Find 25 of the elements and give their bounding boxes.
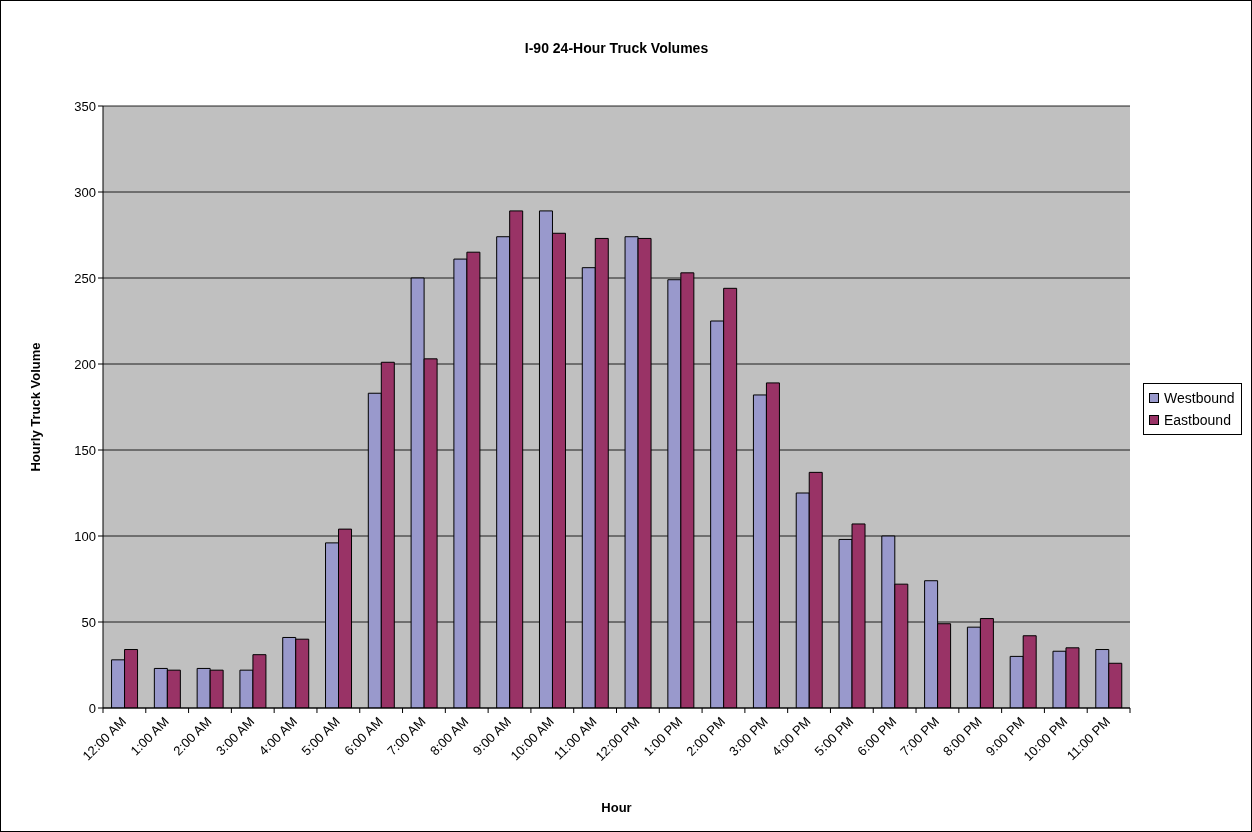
y-tick-label: 0: [88, 700, 96, 716]
y-axis-title: Hourly Truck Volume: [28, 341, 44, 474]
x-tick-label: 4:00 AM: [255, 713, 301, 759]
legend-label: Eastbound: [1164, 412, 1231, 428]
x-tick-label: 7:00 PM: [897, 713, 942, 759]
y-tick-label: 250: [74, 270, 96, 286]
x-tick-label: 1:00 PM: [640, 713, 686, 759]
x-tick-label: 5:00 PM: [811, 713, 857, 759]
x-tick-label: 6:00 PM: [854, 713, 900, 759]
y-tick-label: 100: [74, 528, 96, 544]
y-tick-label: 50: [81, 614, 96, 630]
x-tick-label: 7:00 AM: [384, 713, 429, 759]
x-axis-title: Hour: [600, 800, 633, 815]
x-tick-label: 8:00 AM: [426, 713, 472, 759]
y-tick-label: 350: [74, 98, 96, 114]
x-tick-label: 3:00 AM: [212, 713, 258, 759]
x-tick-label: 5:00 AM: [298, 713, 343, 759]
chart-title: I-90 24-Hour Truck Volumes: [523, 40, 710, 56]
y-tick-label: 200: [74, 356, 96, 372]
x-tick-label: 6:00 AM: [341, 713, 386, 759]
x-tick-label: 8:00 PM: [939, 713, 985, 759]
y-tick-label: 300: [74, 184, 96, 200]
legend-label: Westbound: [1164, 390, 1235, 406]
x-tick-label: 4:00 PM: [768, 713, 814, 759]
y-tick-label: 150: [74, 442, 96, 458]
